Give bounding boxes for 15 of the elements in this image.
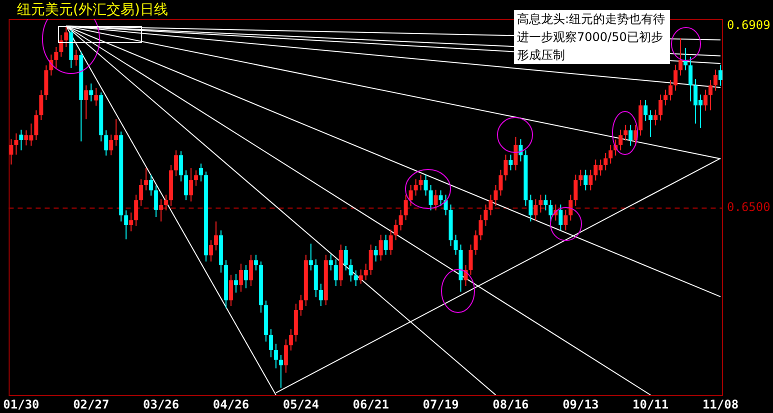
x-tick-label: 10/11: [632, 397, 669, 412]
x-tick-label: 01/30: [3, 397, 40, 412]
x-tick-label: 03/26: [143, 397, 180, 412]
x-tick-label: 05/24: [282, 397, 319, 412]
x-tick-label: 07/19: [422, 397, 459, 412]
y-tick-label: 0.6500: [727, 200, 770, 214]
x-tick-label: 02/27: [73, 397, 110, 412]
x-tick-label: 09/13: [562, 397, 599, 412]
x-tick-label: 08/16: [492, 397, 529, 412]
x-tick-label: 11/08: [702, 397, 739, 412]
y-tick-label: 0.6909: [727, 18, 770, 32]
x-tick-label: 06/21: [352, 397, 389, 412]
annotation: 高息龙头:纽元的走势也有待进一步观察7000/50已初步形成压制: [514, 10, 670, 64]
chart-title: 纽元美元(外汇交易)日线: [17, 1, 168, 19]
x-tick-label: 04/26: [212, 397, 250, 412]
